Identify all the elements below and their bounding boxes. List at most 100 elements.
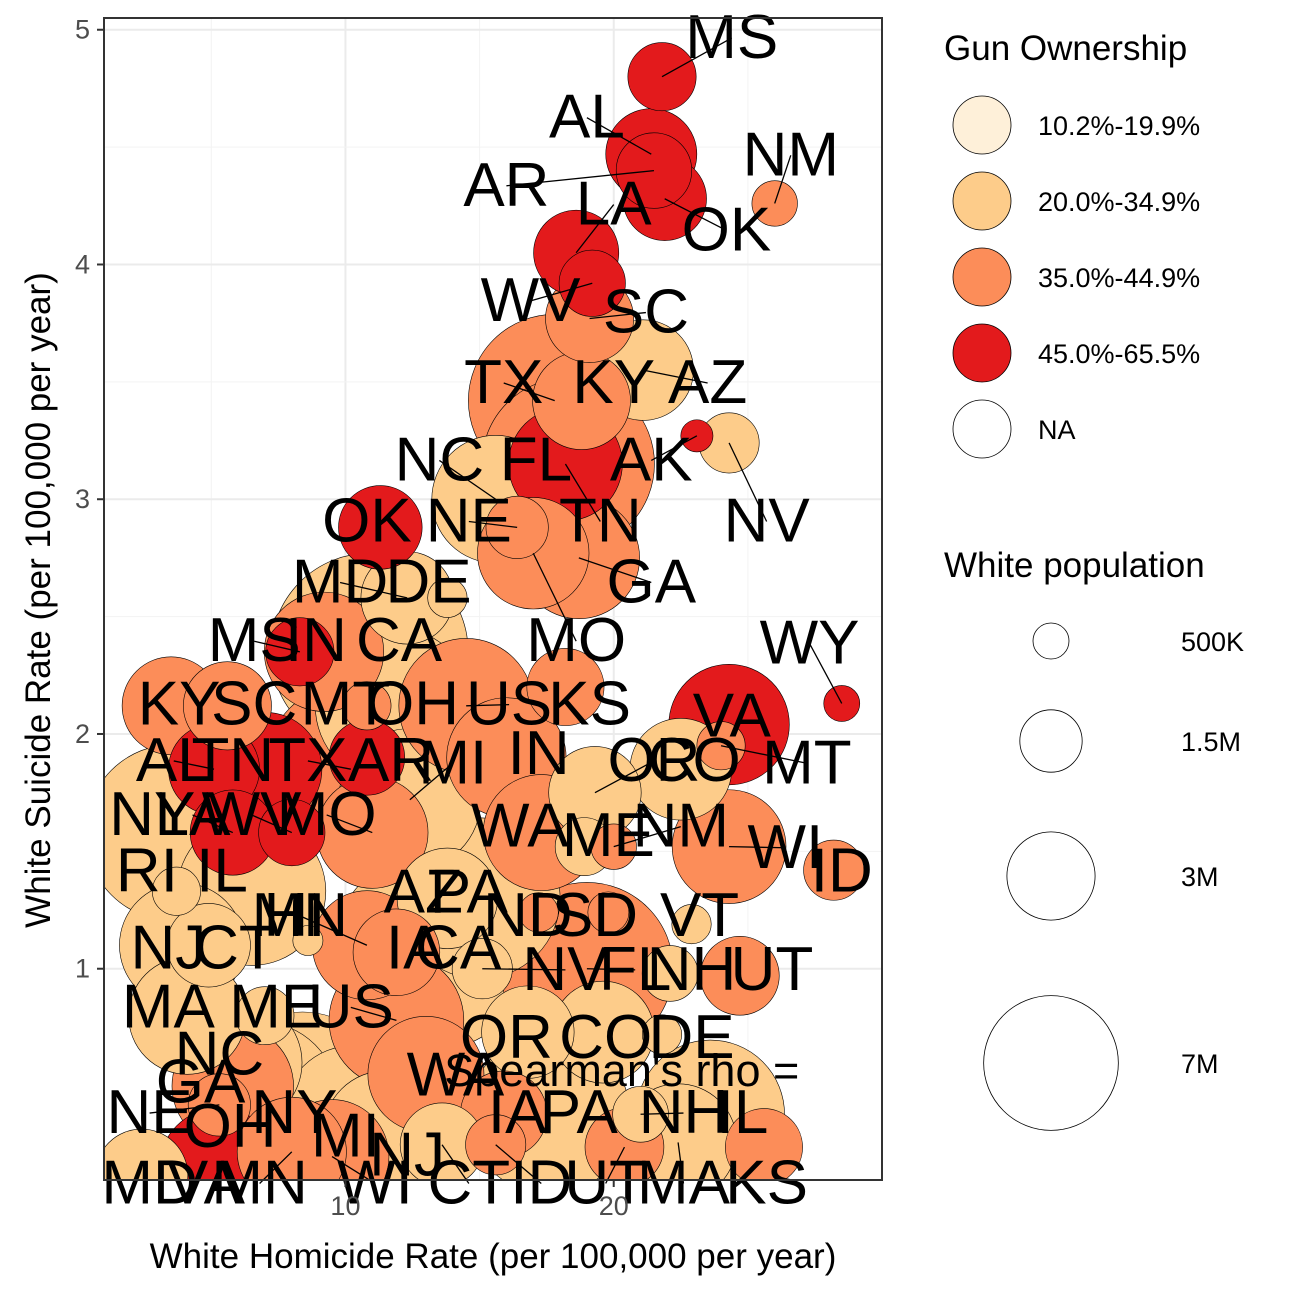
label-tx: TX (268, 726, 347, 795)
label-tn: TN (191, 726, 274, 795)
leader-fl (586, 968, 636, 971)
label-sc: SC (211, 670, 297, 739)
label-sd: SD (552, 881, 638, 950)
leader-ms (254, 640, 300, 653)
leader-ma (677, 1142, 685, 1184)
label-wa: WA (407, 1040, 505, 1109)
point-ok (338, 485, 423, 570)
point-sd (587, 891, 630, 934)
label-ut: UT (564, 1148, 647, 1217)
label-tx: TX (464, 348, 543, 417)
size-legend-label: 500K (1181, 627, 1244, 657)
size-legend-key (1006, 831, 1096, 921)
leader-tx (503, 382, 555, 402)
label-ak: AK (610, 425, 693, 494)
leader-wv (251, 814, 293, 834)
gun-ownership-legend: Gun Ownership 10.2%-19.9% 20.0%-34.9% 35.0… (944, 29, 1200, 459)
y-tick-label: 5 (75, 15, 90, 45)
label-hi: HI (263, 881, 325, 950)
label-il: IL (717, 1078, 769, 1147)
label-oh: OH (366, 670, 459, 739)
label-wv: WV (202, 780, 303, 849)
point-id (803, 839, 865, 901)
leader-mn (259, 1151, 293, 1184)
label-ks: KS (548, 670, 631, 739)
leader-wi (331, 1155, 376, 1185)
leader-ne (149, 1104, 220, 1114)
leader-ct (441, 1144, 470, 1184)
label-md: MD (292, 548, 388, 617)
label-ar: AR (348, 726, 434, 795)
leader-nh (640, 1112, 684, 1115)
point-ri (151, 866, 201, 916)
label-ca: CA (415, 914, 502, 983)
spearman-annotation: Spearman's rho = (444, 1045, 799, 1096)
label-pa: PA (540, 1078, 619, 1147)
label-mo: MO (526, 606, 626, 675)
fill-legend-key (952, 171, 1012, 231)
label-la: LA (576, 170, 652, 239)
leader-ne (468, 520, 518, 529)
leader-ar (506, 169, 655, 187)
label-ct: CT (194, 914, 277, 983)
label-al: AL (549, 83, 625, 152)
label-mn: MN (211, 1148, 307, 1217)
point-de (427, 577, 468, 618)
fill-legend-label: 35.0%-44.9% (1038, 263, 1200, 293)
label-ne: NE (107, 1078, 193, 1147)
point-hi (292, 925, 324, 956)
label-nm: NM (633, 792, 729, 861)
leader-us (350, 1006, 397, 1021)
x-tick-label: 10 (330, 1191, 360, 1221)
label-ky: KY (138, 670, 221, 739)
fill-legend-key (952, 399, 1012, 459)
size-legend-key (1019, 709, 1083, 773)
point-ut (700, 936, 780, 1016)
label-ia: IA (386, 914, 445, 983)
point-ia (352, 908, 441, 996)
point-de (641, 1014, 683, 1055)
label-nv: NV (522, 935, 609, 1004)
leader-ok (664, 198, 727, 231)
label-co: CO (648, 726, 741, 795)
fill-legend-key (952, 323, 1012, 383)
label-mt: MT (301, 670, 391, 739)
label-nm: NM (743, 120, 839, 189)
label-id: ID (811, 836, 873, 905)
label-us: US (308, 972, 394, 1041)
leader-wi (729, 846, 786, 849)
fill-legend-title: Gun Ownership (944, 29, 1187, 68)
label-al: AL (136, 726, 212, 795)
label-de: DE (386, 548, 472, 617)
label-me: ME (562, 801, 655, 870)
label-az: AZ (668, 348, 747, 417)
y-tick-label: 1 (75, 954, 90, 984)
label-ky: KY (572, 348, 655, 417)
label-az: AZ (384, 857, 463, 926)
label-de: DE (648, 1003, 734, 1072)
label-ri: RI (116, 836, 178, 905)
point-vt (671, 904, 712, 945)
label-ny: NY (251, 1078, 337, 1147)
axis-ticks: 10 20 1 2 3 4 5 (75, 15, 629, 1221)
leader-us (466, 703, 510, 707)
label-or: OR (607, 726, 700, 795)
size-legend-title: White population (944, 546, 1205, 585)
white-population-legend: White population 500K 1.5M 3M 7M (944, 546, 1244, 1131)
label-ma: MA (637, 1148, 731, 1217)
fill-legend-label: 10.2%-19.9% (1038, 111, 1200, 141)
leader-mt (720, 745, 808, 764)
label-mi: MI (311, 1102, 380, 1171)
label-la: LA (155, 780, 231, 849)
label-ms: MS (685, 3, 778, 72)
label-leader-lines (149, 37, 843, 1185)
label-il: IL (196, 836, 248, 905)
leader-nm (774, 155, 792, 204)
leader-al (586, 117, 652, 155)
fill-legend-label: 20.0%-34.9% (1038, 187, 1200, 217)
leader-tx (307, 760, 351, 770)
panel-border (103, 17, 883, 1181)
point-mt (342, 681, 392, 731)
point-md (104, 1128, 189, 1180)
